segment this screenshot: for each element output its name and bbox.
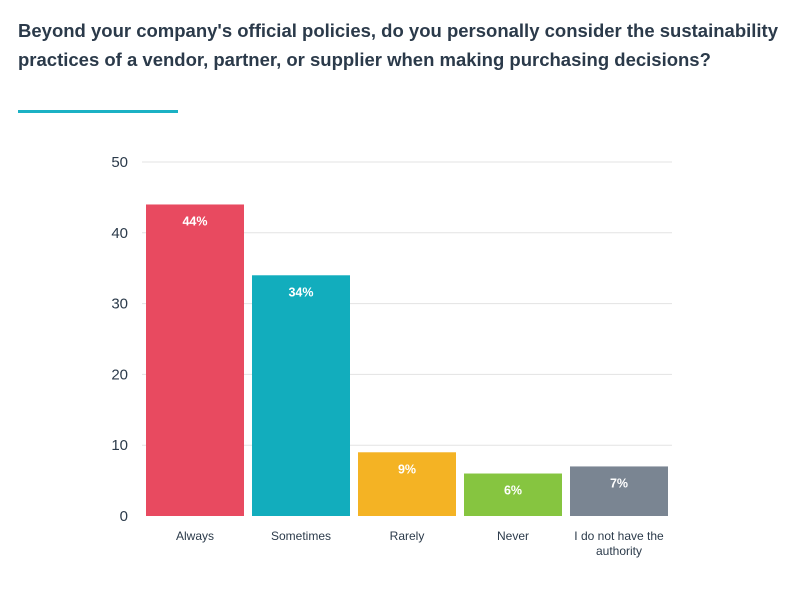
data-label: 34% (288, 285, 313, 299)
y-tick-label: 10 (111, 437, 128, 454)
y-axis: 0 10 20 30 40 50 (111, 154, 128, 525)
x-tick-label: Rarely (390, 529, 425, 543)
bar (146, 204, 244, 517)
x-tick-label: authority (596, 544, 642, 558)
data-label: 44% (182, 214, 207, 228)
bars (146, 204, 668, 517)
y-tick-label: 30 (111, 296, 128, 313)
y-tick-label: 0 (120, 508, 128, 525)
title-underline (18, 110, 178, 113)
data-label: 6% (504, 484, 522, 498)
bar (570, 466, 668, 516)
bar (358, 452, 456, 516)
bar (464, 473, 562, 516)
x-axis: Always Sometimes Rarely Never I do not have … (176, 529, 664, 558)
x-tick-label: I do not have the (574, 529, 664, 543)
x-tick-label: Never (497, 529, 529, 543)
x-tick-label: Sometimes (271, 529, 331, 543)
y-tick-label: 50 (111, 154, 128, 171)
bar (252, 275, 350, 516)
x-tick-label: Always (176, 529, 214, 543)
data-label: 9% (398, 462, 416, 476)
data-label: 7% (610, 476, 628, 490)
y-tick-label: 40 (111, 225, 128, 242)
y-tick-label: 20 (111, 366, 128, 383)
data-labels: 44% 34% 9% 6% 7% (182, 214, 628, 497)
chart-title: Beyond your company's official policies,… (18, 20, 778, 70)
